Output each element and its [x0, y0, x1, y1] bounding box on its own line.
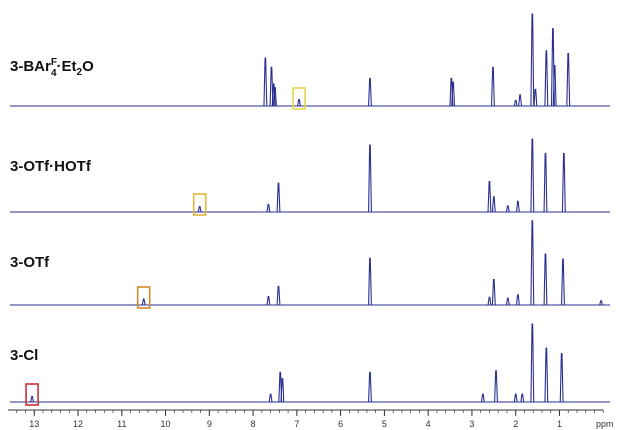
spectrum-2-peak-0 [141, 298, 146, 306]
spectrum-0-peak-4 [297, 99, 302, 107]
highlight-box-1 [192, 193, 207, 216]
spectrum-3-peak-1 [268, 393, 273, 403]
spectrum-1-peak-0 [197, 206, 202, 213]
highlight-layer [25, 87, 306, 406]
spectrum-2-peak-8 [530, 220, 535, 306]
spectrum-1-peak-9 [543, 152, 548, 213]
x-axis: 13 12 11 10 9 8 7 6 5 4 3 2 1 ppm [8, 409, 614, 429]
spectrum-3-peak-3 [280, 378, 285, 403]
spectrum-1-peak-3 [368, 144, 372, 213]
spectrum-3-peak-6 [494, 370, 498, 403]
spectrum-1-peak-4 [487, 181, 492, 213]
spectrum-0-peak-7 [451, 81, 456, 107]
tick-label-7: 7 [294, 419, 299, 429]
spectrum-0-peak-5 [368, 77, 372, 107]
spectrum-0-peak-12 [533, 88, 538, 107]
spectrum-2 [10, 220, 610, 306]
spectrum-1-peak-2 [276, 182, 281, 213]
series-label-otf: 3-OTf [10, 254, 50, 271]
spectrum-2-peak-9 [543, 253, 548, 306]
tick-label-9: 9 [207, 419, 212, 429]
spectrum-3-peak-7 [513, 393, 518, 403]
spectrum-0-peak-1 [269, 66, 274, 107]
spectrum-3-peak-11 [559, 353, 564, 403]
tick-label-11: 11 [117, 419, 126, 429]
spectrum-3-peak-8 [520, 393, 525, 403]
highlight-box-2 [136, 286, 151, 309]
spectrum-1-peak-8 [530, 138, 535, 213]
spectrum-1 [10, 138, 610, 213]
series-label-otf-hotf: 3-OTf·HOTf [10, 158, 92, 175]
tick-label-5: 5 [382, 419, 387, 429]
spectra-layer [10, 13, 610, 403]
tick-label-3: 3 [469, 419, 474, 429]
tick-label-4: 4 [426, 419, 431, 429]
spectrum-2-peak-2 [276, 285, 281, 306]
spectrum-0-peak-0 [263, 57, 268, 107]
spectrum-2-peak-5 [491, 278, 496, 306]
spectrum-2-peak-3 [368, 257, 372, 306]
tick-label-12: 12 [73, 419, 83, 429]
tick-label-13: 13 [29, 419, 39, 429]
spectrum-0-peak-15 [552, 64, 557, 107]
spectrum-3 [10, 323, 610, 403]
spectrum-2-peak-7 [515, 294, 520, 306]
spectrum-0-peak-16 [566, 53, 571, 107]
spectrum-3-peak-2 [278, 371, 283, 403]
spectrum-0 [10, 13, 610, 107]
highlight-box-0 [292, 87, 306, 110]
spectrum-1-peak-5 [491, 196, 496, 213]
spectrum-2-peak-11 [599, 300, 603, 306]
spectrum-1-peak-1 [266, 203, 271, 213]
tick-label-10: 10 [161, 419, 171, 429]
spectrum-3-peak-0 [30, 395, 35, 403]
spectrum-0-peak-14 [550, 28, 555, 107]
x-axis-ticks: 13 12 11 10 9 8 7 6 5 4 3 2 1 [16, 410, 604, 429]
spectrum-0-peak-9 [513, 99, 518, 107]
series-label-cl: 3-Cl [10, 347, 38, 364]
spectrum-3-peak-4 [368, 371, 372, 403]
tick-label-8: 8 [251, 419, 256, 429]
spectrum-1-peak-10 [561, 152, 566, 213]
spectrum-1-peak-7 [515, 200, 520, 213]
spectrum-0-peak-13 [544, 50, 549, 107]
spectrum-2-peak-4 [487, 296, 492, 306]
x-axis-unit: ppm [596, 419, 614, 429]
spectrum-3-peak-5 [480, 393, 485, 403]
spectrum-2-peak-10 [561, 258, 565, 306]
spectrum-2-peak-6 [505, 297, 510, 306]
spectrum-0-peak-11 [530, 13, 535, 107]
spectrum-3-peak-10 [544, 347, 549, 403]
highlight-box-3 [25, 383, 39, 406]
tick-label-2: 2 [513, 419, 518, 429]
spectrum-2-peak-1 [266, 295, 271, 306]
spectrum-0-peak-3 [273, 87, 277, 107]
series-label-bar-f4-et2o: 3-BArF 4·Et2O [10, 57, 94, 79]
tick-label-1: 1 [557, 419, 562, 429]
spectrum-3-peak-9 [530, 323, 535, 403]
spectrum-1-peak-6 [505, 205, 510, 213]
spectrum-0-peak-8 [491, 66, 495, 107]
sample-labels: 3-BArF 4·Et2O 3-OTf·HOTf 3-OTf 3-Cl [10, 57, 94, 364]
spectrum-0-peak-10 [518, 94, 523, 107]
tick-label-6: 6 [338, 419, 343, 429]
